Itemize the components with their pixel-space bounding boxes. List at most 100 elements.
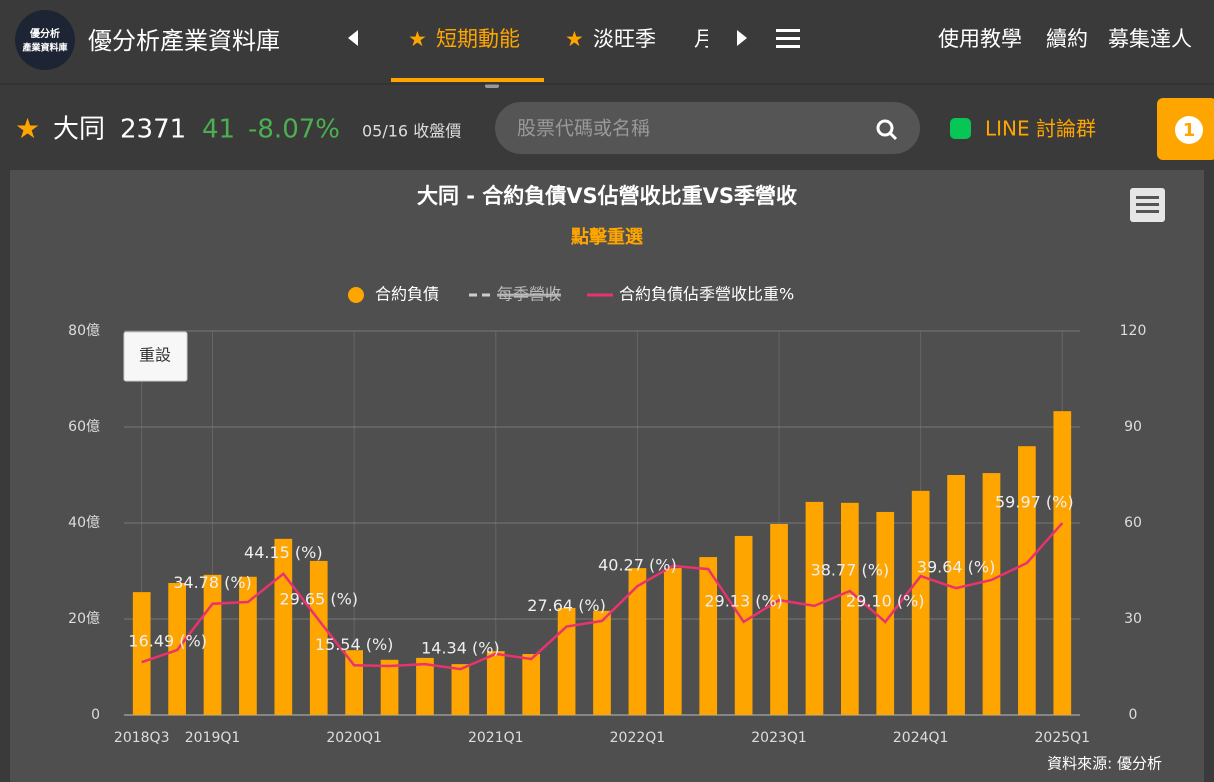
legend-label[interactable]: 每季營收 <box>497 285 561 304</box>
bar <box>911 490 930 715</box>
x-tick-label: 2023Q1 <box>751 730 807 746</box>
nav-left[interactable] <box>348 30 358 46</box>
data-label: 44.15 (%) <box>244 543 323 562</box>
data-label: 39.64 (%) <box>917 558 996 577</box>
nav-right[interactable] <box>737 30 747 46</box>
bar <box>805 501 824 715</box>
stock-code: 2371 <box>120 115 186 145</box>
menu-icon[interactable] <box>776 29 800 48</box>
data-label: 14.34 (%) <box>421 639 500 658</box>
chart-subtitle[interactable]: 點擊重選 <box>570 226 643 248</box>
data-label: 15.54 (%) <box>315 635 394 654</box>
data-label: 38.77 (%) <box>811 560 890 579</box>
x-tick-label: 2021Q1 <box>468 730 524 746</box>
legend-label[interactable]: 合約負債 <box>375 285 439 304</box>
bar <box>947 475 965 715</box>
data-label: 40.27 (%) <box>598 556 677 575</box>
nav-star: ★ <box>565 27 584 51</box>
nav-star: ★ <box>408 27 427 51</box>
y-tick-label: 0 <box>91 707 100 723</box>
bar <box>522 654 541 715</box>
data-label: 29.65 (%) <box>279 590 358 609</box>
logo-text: 產業資料庫 <box>21 42 67 54</box>
data-label: 34.78 (%) <box>173 573 252 592</box>
header-link[interactable]: 募集達人 <box>1108 27 1192 51</box>
line-group[interactable]: LINE 討論群 <box>985 117 1096 141</box>
bar <box>557 607 576 715</box>
stock-price: 41 <box>202 115 235 145</box>
legend-marker <box>348 287 364 303</box>
bar <box>628 568 647 715</box>
y2-tick-label: 120 <box>1120 323 1147 339</box>
y2-tick-label: 30 <box>1124 611 1142 627</box>
legend-label[interactable]: 合約負債佔季營收比重% <box>619 285 794 304</box>
bar <box>841 502 859 715</box>
bar <box>132 592 151 715</box>
bar <box>1053 411 1072 715</box>
bar <box>593 610 611 715</box>
x-tick-label: 2019Q1 <box>185 730 241 746</box>
credit: 資料來源: 優分析 <box>1047 755 1162 773</box>
site-title[interactable]: 優分析產業資料庫 <box>88 27 280 55</box>
badge-circle <box>1175 116 1203 144</box>
bar <box>239 576 257 715</box>
bar <box>1018 446 1036 715</box>
line <box>141 522 1064 671</box>
bar <box>380 659 399 715</box>
bar <box>486 651 505 715</box>
data-label: 27.64 (%) <box>527 596 606 615</box>
bar <box>663 568 682 715</box>
nav-item[interactable]: 短期動能 <box>436 27 520 51</box>
header-link[interactable]: 續約 <box>1046 27 1088 51</box>
bar <box>876 511 895 715</box>
bar <box>699 557 718 715</box>
scroll-indicator <box>485 84 499 88</box>
stock-note: 05/16 收盤價 <box>362 122 461 141</box>
nav-clip: 月 <box>694 27 715 51</box>
y2-tick-label: 90 <box>1124 419 1142 435</box>
nav-underline <box>391 78 544 82</box>
y-tick-label: 20億 <box>68 611 100 627</box>
reset-button[interactable] <box>123 331 188 382</box>
data-label: 29.10 (%) <box>846 591 925 610</box>
search-placeholder: 股票代碼或名稱 <box>517 118 650 140</box>
bar <box>734 535 753 715</box>
x-tick-label: 2018Q3 <box>114 730 170 746</box>
data-label: 29.13 (%) <box>704 591 783 610</box>
y-tick-label: 80億 <box>68 323 100 339</box>
logo[interactable] <box>15 10 75 70</box>
stock-change: -8.07% <box>248 115 340 145</box>
bar <box>770 523 788 715</box>
data-label: 16.49 (%) <box>128 632 207 651</box>
x-tick-label: 2020Q1 <box>326 730 382 746</box>
reset-label: 重設 <box>139 346 171 365</box>
header-link[interactable]: 使用教學 <box>938 27 1022 51</box>
y-tick-label: 60億 <box>68 419 100 435</box>
line-icon <box>950 118 971 139</box>
bar <box>345 650 363 715</box>
search-box[interactable] <box>495 102 920 154</box>
y-tick-label: 40億 <box>68 515 100 531</box>
search-icon[interactable] <box>876 119 898 141</box>
bar <box>416 657 434 715</box>
bar <box>982 473 1001 715</box>
logo-text: 優分析 <box>29 27 60 40</box>
bar <box>451 664 470 715</box>
y2-tick-label: 60 <box>1124 515 1142 531</box>
export-icon <box>1136 196 1159 213</box>
bar <box>309 560 328 715</box>
x-tick-label: 2024Q1 <box>893 730 949 746</box>
chart: 2018Q3 2019Q1 2020Q1 2021Q1 2022Q1 2023Q1 2024… <box>68 285 1146 747</box>
chart-title: 大同 - 合約負債VS佔營收比重VS季營收 <box>417 184 797 208</box>
x-tick-label: 2022Q1 <box>610 730 666 746</box>
nav-item[interactable]: 淡旺季 <box>593 27 656 51</box>
y2-tick-label: 0 <box>1129 707 1138 723</box>
bar <box>274 538 293 715</box>
nav-item[interactable]: 月 <box>694 27 715 51</box>
data-label: 59.97 (%) <box>995 493 1074 512</box>
favorite-star[interactable]: ★ <box>15 112 40 145</box>
x-tick-label: 2025Q1 <box>1035 730 1091 746</box>
stock-name: 大同 <box>53 115 105 145</box>
